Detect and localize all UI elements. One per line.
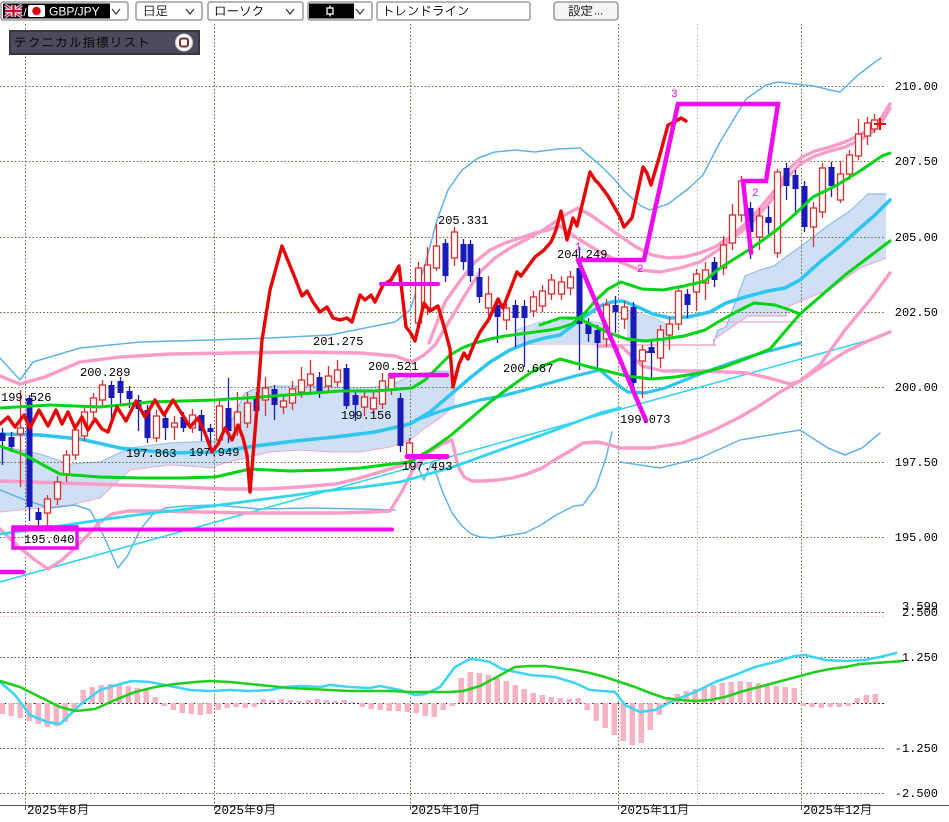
svg-text:9: 9 [256, 804, 264, 818]
svg-text:210.00: 210.00 [895, 80, 938, 94]
svg-text:2: 2 [752, 188, 759, 200]
svg-text:200.687: 200.687 [503, 362, 553, 376]
svg-text:2025: 2025 [27, 804, 57, 818]
svg-text:195.040: 195.040 [24, 533, 74, 547]
svg-text:1.250: 1.250 [902, 651, 938, 665]
svg-text:202.50: 202.50 [895, 306, 938, 320]
svg-text:199.526: 199.526 [1, 391, 51, 405]
svg-text:204.249: 204.249 [557, 248, 607, 262]
svg-text:197.863: 197.863 [126, 447, 176, 461]
svg-text:2025: 2025 [803, 804, 833, 818]
svg-text:1: 1 [575, 242, 582, 254]
svg-text:197.493: 197.493 [402, 460, 452, 474]
svg-text:-2.500: -2.500 [895, 787, 938, 801]
svg-text:11: 11 [662, 804, 677, 818]
svg-text:199.156: 199.156 [341, 409, 391, 423]
svg-text:205.00: 205.00 [895, 231, 938, 245]
svg-text:3.599: 3.599 [902, 600, 938, 614]
svg-text:8: 8 [69, 804, 77, 818]
svg-text:12: 12 [845, 804, 860, 818]
svg-text:2.500: 2.500 [902, 606, 938, 620]
svg-text:205.331: 205.331 [438, 214, 488, 228]
svg-text:2025: 2025 [214, 804, 244, 818]
svg-text:2025: 2025 [620, 804, 650, 818]
svg-text:2025: 2025 [411, 804, 441, 818]
svg-text:197.50: 197.50 [895, 456, 938, 470]
svg-text:2: 2 [637, 264, 644, 276]
svg-text:10: 10 [453, 804, 468, 818]
svg-text:3: 3 [671, 89, 678, 101]
svg-text:/: / [24, 7, 28, 19]
svg-text:-1.250: -1.250 [895, 742, 938, 756]
svg-text:GBP/JPY: GBP/JPY [49, 5, 100, 19]
svg-text:201.275: 201.275 [313, 335, 363, 349]
svg-text:200.289: 200.289 [80, 366, 130, 380]
svg-text:197.949: 197.949 [189, 446, 239, 460]
svg-text:195.00: 195.00 [895, 531, 938, 545]
svg-text:200.521: 200.521 [368, 360, 418, 374]
svg-text:199.073: 199.073 [620, 413, 670, 427]
svg-text:...: ... [594, 6, 603, 18]
svg-text:207.50: 207.50 [895, 155, 938, 169]
svg-text:200.00: 200.00 [895, 381, 938, 395]
